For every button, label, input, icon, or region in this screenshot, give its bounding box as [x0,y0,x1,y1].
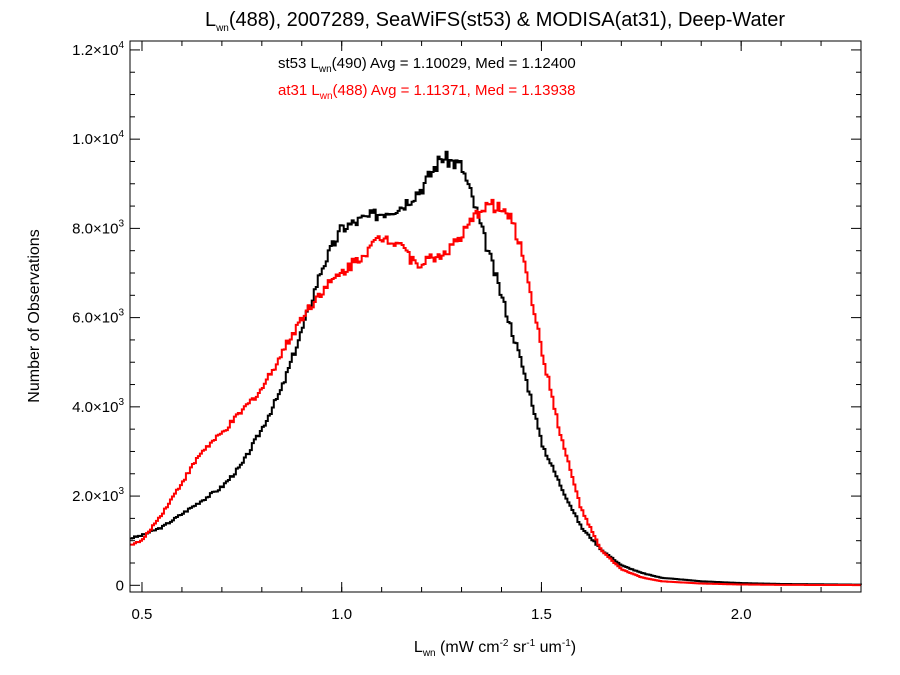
legend-at31-post: (488) Avg = 1.11371, Med = 1.13938 [333,82,576,99]
x-axis-label-units-b: sr [509,639,527,656]
legend-at31-sub: wn [319,91,333,102]
legend-entry-at31: at31 Lwn(488) Avg = 1.11371, Med = 1.139… [278,82,575,102]
x-axis-label-units-c: um [535,639,562,656]
x-axis-label-sup3: -1 [562,638,571,649]
y-tick-label: 1.2×104 [72,40,124,59]
x-axis-label-units-a: (mW cm [436,639,500,656]
legend-st53-post: (490) Avg = 1.10029, Med = 1.12400 [332,55,576,72]
histogram-series-1 [130,198,861,587]
x-axis-label: Lwn (mW cm-2 sr-1 um-1) [414,638,576,659]
x-axis-label-main: L [414,639,423,656]
y-axis-label: Number of Observations [26,229,43,402]
x-tick-label: 1.0 [331,606,352,623]
plot-frame [129,40,862,593]
chart-title: Lwn(488), 2007289, SeaWiFS(st53) & MODIS… [205,9,785,34]
y-tick-label: 4.0×103 [72,397,124,416]
y-tick-label: 1.0×104 [72,129,124,148]
x-tick-label: 1.5 [531,606,552,623]
legend-at31-pre: at31 L [278,82,320,99]
legend-st53-sub: wn [318,64,332,75]
series-group [130,150,862,587]
histogram-series-0 [130,150,862,586]
y-tick-label: 0 [116,577,124,594]
axis-ticks: 0.5 1.0 1.5 2.0 0 2.0×103 4.0×103 6.0×103 8.0×10… [72,40,862,623]
chart-title-rest: (488), 2007289, SeaWiFS(st53) & MODISA(a… [229,9,785,31]
x-axis-label-sub: wn [422,648,436,659]
chart-title-main: L [205,9,216,31]
x-axis-label-units-d: ) [571,639,576,656]
x-tick-label: 0.5 [132,606,153,623]
chart-title-sub: wn [215,23,229,34]
x-axis-label-sup1: -2 [500,638,509,649]
legend-entry-st53: st53 Lwn(490) Avg = 1.10029, Med = 1.124… [278,55,576,75]
y-tick-label: 2.0×103 [72,486,124,505]
y-tick-label: 6.0×103 [72,308,124,327]
legend-st53-pre: st53 L [278,55,319,72]
y-tick-label: 8.0×103 [72,218,124,237]
x-axis-label-sup2: -1 [526,638,535,649]
x-tick-label: 2.0 [731,606,752,623]
